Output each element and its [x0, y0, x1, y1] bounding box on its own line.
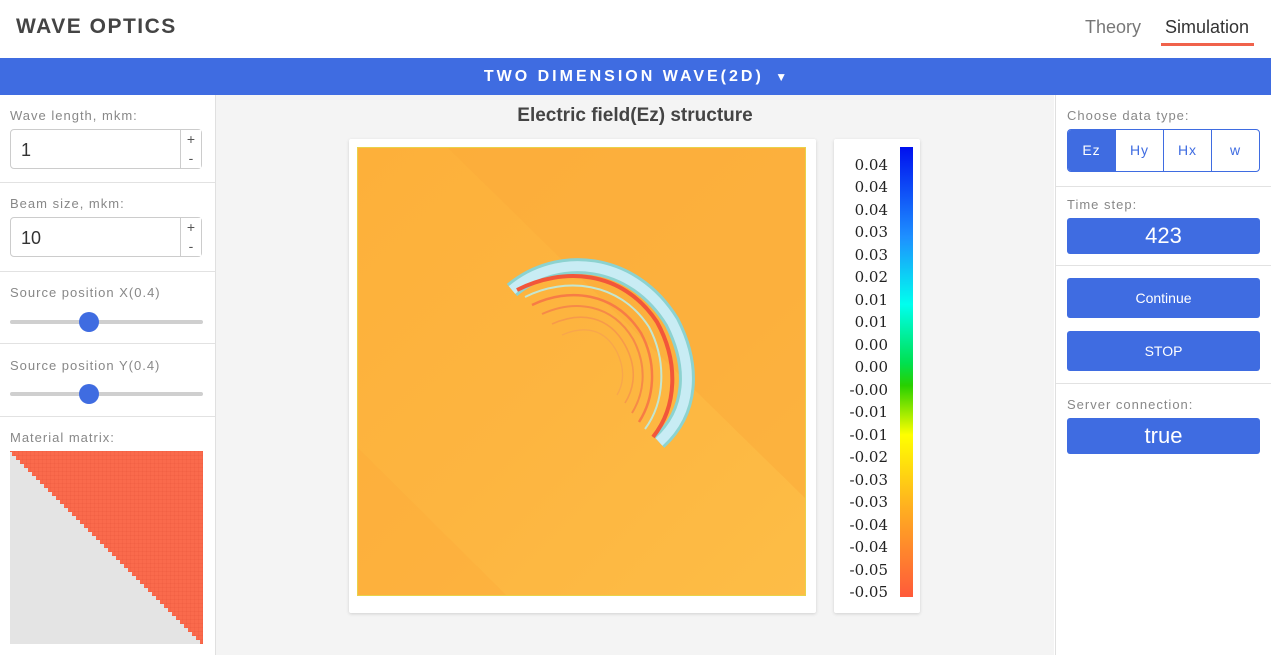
left-panel: Wave length, mkm: 1 + - Beam size, mkm: … [0, 95, 216, 655]
caret-down-icon: ▼ [775, 70, 788, 84]
source-y-label: Source position Y(0.4) [10, 358, 161, 373]
material-matrix-view [10, 451, 203, 644]
wave-length-input[interactable]: 1 + - [10, 129, 202, 169]
colorbar-gradient [900, 147, 913, 597]
material-matrix-label: Material matrix: [10, 430, 115, 445]
colorbar-label: -0.05 [849, 583, 888, 601]
field-plot-image [357, 147, 806, 596]
mode-selector[interactable]: TWO DIMENSION WAVE(2D) ▼ [0, 58, 1271, 95]
field-title: Electric field(Ez) structure [517, 105, 753, 126]
stop-button[interactable]: STOP [1067, 331, 1260, 371]
colorbar-card: 0.04 0.04 0.04 0.03 0.03 0.02 0.01 0.01 … [834, 139, 920, 613]
main-panel: Electric field(Ez) structure [216, 95, 1054, 655]
colorbar-label: 0.01 [854, 291, 888, 309]
wave-length-value: 1 [21, 140, 32, 160]
data-type-selector: Ez Hy Hx w [1067, 129, 1260, 172]
data-type-hy-button[interactable]: Hy [1115, 130, 1163, 171]
source-x-slider-thumb[interactable] [79, 312, 99, 332]
app-header: WAVE OPTICS Theory Simulation [0, 0, 1271, 58]
server-connection-label: Server connection: [1067, 397, 1194, 412]
data-type-ez-button[interactable]: Ez [1068, 130, 1115, 171]
colorbar-label: -0.01 [849, 403, 888, 421]
beam-size-value: 10 [21, 228, 42, 248]
data-type-label: Choose data type: [1067, 108, 1190, 123]
colorbar-label: 0.04 [854, 201, 888, 219]
beam-size-label: Beam size, mkm: [10, 196, 125, 211]
source-x-label: Source position X(0.4) [10, 285, 161, 300]
wave-length-decrement-button[interactable]: - [180, 149, 201, 168]
source-y-slider-thumb[interactable] [79, 384, 99, 404]
tab-simulation[interactable]: Simulation [1165, 17, 1250, 37]
divider [1056, 265, 1271, 266]
colorbar-label: -0.05 [849, 561, 888, 579]
beam-size-decrement-button[interactable]: - [180, 237, 201, 256]
source-x-slider[interactable] [10, 320, 203, 324]
divider [0, 416, 215, 417]
colorbar-label: 0.03 [854, 246, 888, 264]
time-step-value: 423 [1067, 218, 1260, 254]
divider [1056, 186, 1271, 187]
active-tab-indicator [1161, 43, 1254, 46]
time-step-label: Time step: [1067, 197, 1138, 212]
wave-length-label: Wave length, mkm: [10, 108, 138, 123]
mode-selector-label: TWO DIMENSION WAVE(2D) [483, 68, 764, 85]
divider [0, 271, 215, 272]
beam-size-increment-button[interactable]: + [180, 218, 201, 238]
divider [0, 343, 215, 344]
tab-theory[interactable]: Theory [1085, 17, 1142, 37]
colorbar-label: -0.00 [849, 381, 888, 399]
colorbar-label: 0.00 [854, 358, 888, 376]
data-type-hx-button[interactable]: Hx [1163, 130, 1211, 171]
colorbar-label: 0.02 [854, 268, 888, 286]
divider [0, 182, 215, 183]
colorbar-label: -0.04 [849, 516, 888, 534]
material-matrix-image [10, 451, 203, 644]
colorbar-label: 0.03 [854, 223, 888, 241]
colorbar-label: 0.04 [854, 178, 888, 196]
wave-length-increment-button[interactable]: + [180, 130, 201, 150]
colorbar-label: -0.04 [849, 538, 888, 556]
colorbar-label: -0.03 [849, 471, 888, 489]
divider [1056, 383, 1271, 384]
source-y-slider[interactable] [10, 392, 203, 396]
colorbar-label: -0.01 [849, 426, 888, 444]
field-plot-card [349, 139, 816, 613]
right-panel: Choose data type: Ez Hy Hx w Time step: … [1055, 95, 1271, 655]
continue-button[interactable]: Continue [1067, 278, 1260, 318]
app-title: WAVE OPTICS [16, 15, 177, 38]
data-type-w-button[interactable]: w [1211, 130, 1259, 171]
server-connection-status: true [1067, 418, 1260, 454]
colorbar-label: 0.04 [854, 156, 888, 174]
colorbar-label: -0.03 [849, 493, 888, 511]
colorbar-label: 0.00 [854, 336, 888, 354]
beam-size-input[interactable]: 10 + - [10, 217, 202, 257]
colorbar-label: -0.02 [849, 448, 888, 466]
colorbar-label: 0.01 [854, 313, 888, 331]
